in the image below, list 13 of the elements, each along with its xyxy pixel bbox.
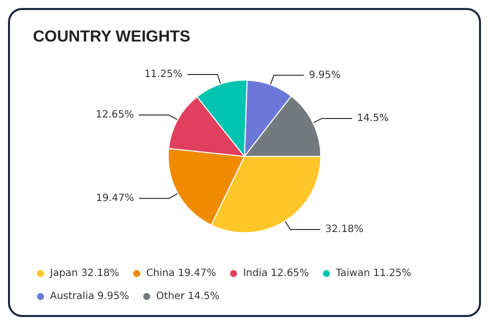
data-label: 14.5% [356,112,389,124]
data-label: 19.47% [96,192,134,204]
data-label: 9.95% [308,70,341,81]
legend-label: China 19.47% [146,268,216,279]
data-label: 12.65% [96,109,134,120]
legend-label: India 12.65% [243,268,309,279]
legend-label: Other 14.5% [156,291,220,302]
chart-title: COUNTRY WEIGHTS [33,28,191,46]
legend-label: Taiwan 11.25% [334,268,412,279]
data-label: 11.25% [144,69,182,80]
legend-label: Australia 9.95% [50,291,130,302]
data-label: 32.18% [325,224,364,235]
legend-label: Japan 32.18% [49,268,120,279]
